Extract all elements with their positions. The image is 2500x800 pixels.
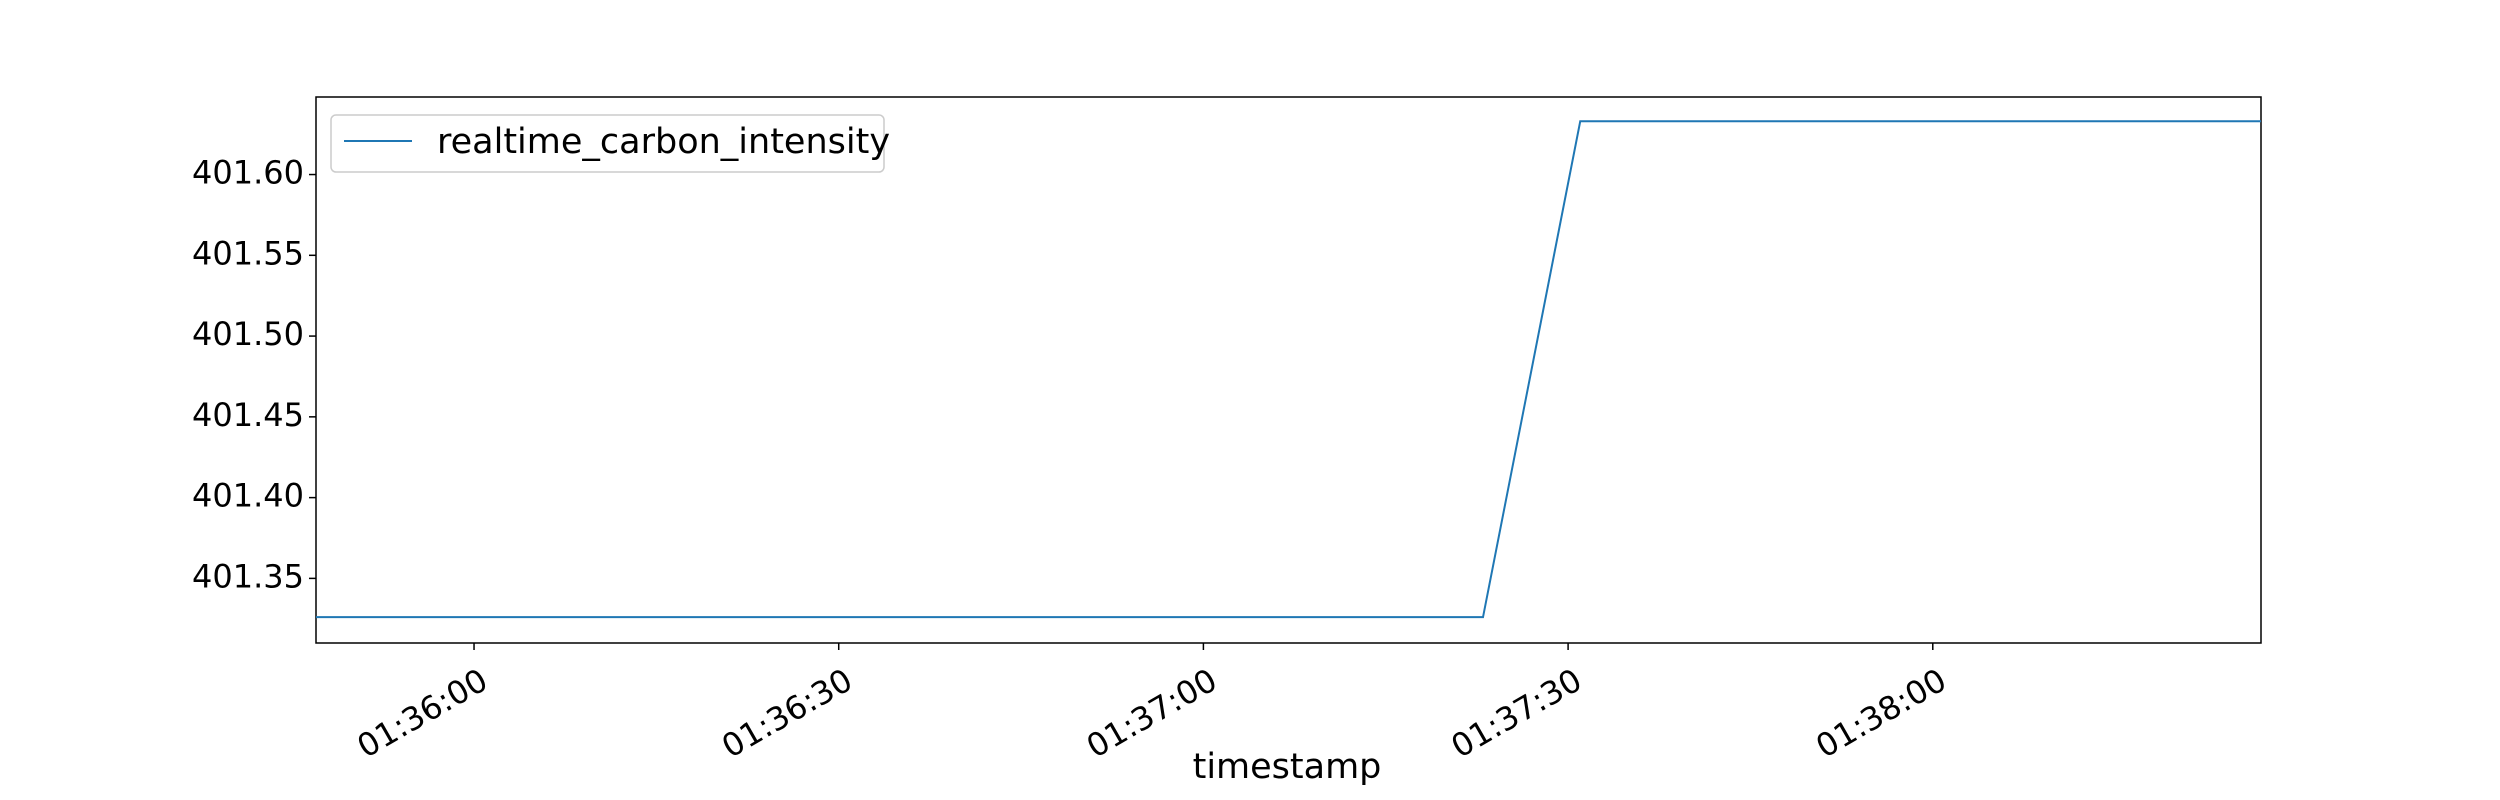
x-axis-ticks: 01:36:00 01:36:30 01:37:00 01:37:30 01:38:00 [351,643,1953,766]
x-tick-label: 01:36:30 [715,661,858,766]
y-tick-label: 401.35 [192,557,304,595]
y-tick-label: 401.50 [192,315,304,353]
x-tick-label: 01:36:00 [351,661,494,766]
x-axis-label: timestamp [1193,747,1382,787]
x-tick-label: 01:37:30 [1445,661,1588,766]
legend-box [330,114,885,173]
y-tick-label: 401.55 [192,234,304,272]
plot-frame [315,96,2262,644]
series-group [316,120,2261,619]
legend: realtime_carbon_intensity [330,114,890,173]
series-line-realtime-carbon-intensity [316,120,2261,619]
y-tick-label: 401.60 [192,154,304,192]
y-axis-ticks: 401.35 401.40 401.45 401.50 401.55 401.60 [192,154,316,595]
legend-label: realtime_carbon_intensity [437,122,890,162]
x-tick-label: 01:38:00 [1809,661,1952,766]
y-tick-label: 401.45 [192,396,304,434]
y-tick-label: 401.40 [192,477,304,515]
